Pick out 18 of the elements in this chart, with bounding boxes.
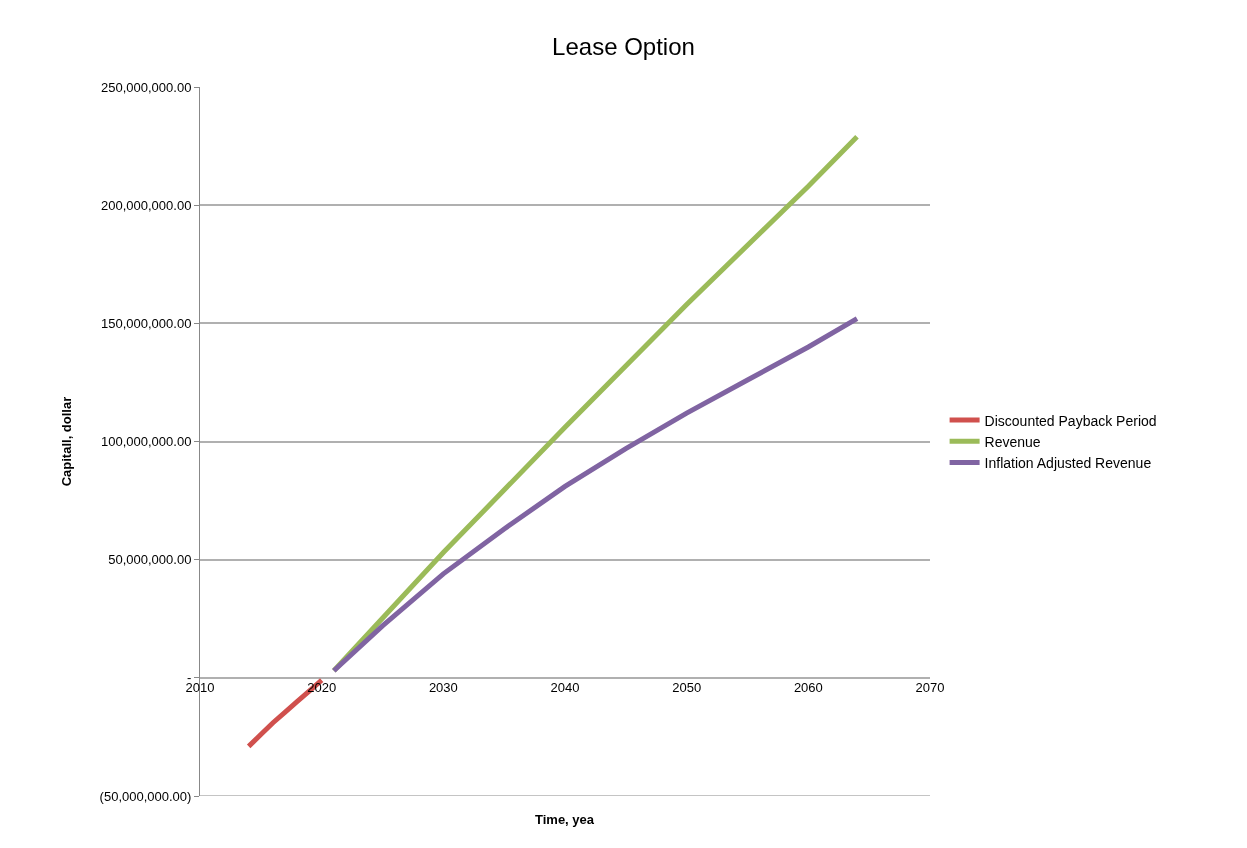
x-tick-label: 2010: [185, 679, 215, 695]
x-axis-title: Time, yea: [535, 812, 595, 827]
x-tick-label: 2030: [428, 679, 458, 695]
y-axis-title: Capitall, dollar: [58, 396, 74, 487]
legend-label: Discounted Payback Period: [984, 412, 1157, 429]
x-tick-label: 2070: [915, 679, 945, 695]
legend-label: Inflation Adjusted Revenue: [984, 454, 1152, 471]
chart-title: Lease Option: [552, 32, 695, 60]
y-tick-label: (50,000,000.00): [99, 788, 192, 804]
y-tick-label: 100,000,000.00: [101, 434, 192, 450]
legend-label: Revenue: [984, 433, 1041, 450]
y-tick-label: 250,000,000.00: [101, 79, 192, 95]
x-tick-label: 2040: [550, 679, 580, 695]
x-tick-label: 2050: [672, 679, 702, 695]
y-tick-label: 150,000,000.00: [101, 315, 192, 331]
y-tick-label: 50,000,000.00: [108, 552, 192, 568]
y-tick-label: 200,000,000.00: [101, 197, 192, 213]
x-tick-label: 2060: [793, 679, 823, 695]
